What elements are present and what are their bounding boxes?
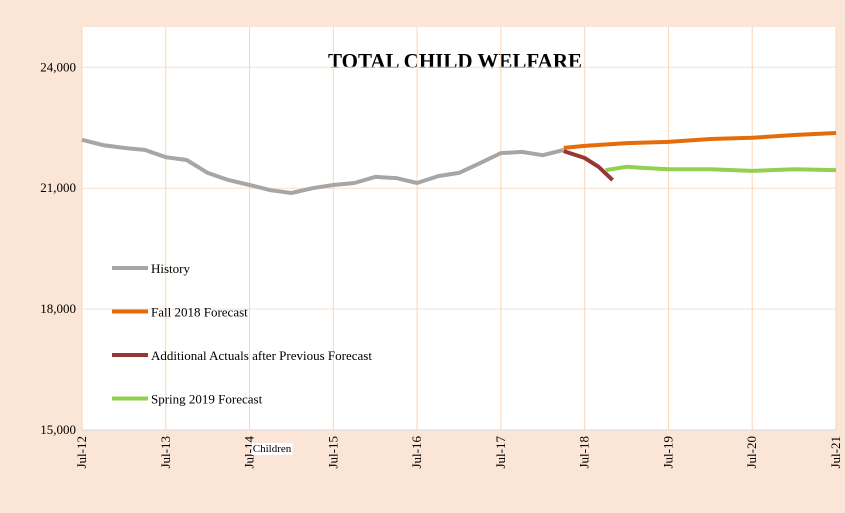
y-axis-title: Children xyxy=(253,443,292,455)
x-tick-label: Jul-21 xyxy=(828,436,843,469)
y-tick-label: 21,000 xyxy=(40,180,76,195)
x-tick-label: Jul-20 xyxy=(744,436,759,469)
chart-title: TOTAL CHILD WELFARE xyxy=(328,49,582,73)
series-line xyxy=(563,131,837,150)
x-tick-label: Jul-19 xyxy=(660,436,675,469)
legend-label: History xyxy=(151,261,191,276)
label-background xyxy=(251,443,293,455)
legend-label: Spring 2019 Forecast xyxy=(151,392,263,407)
x-tick-label: Jul-16 xyxy=(409,436,424,469)
series-line xyxy=(81,137,565,195)
series-line xyxy=(605,164,837,173)
x-tick-label: Jul-17 xyxy=(493,436,508,469)
x-tick-label: Jul-12 xyxy=(74,436,89,469)
y-tick-label: 24,000 xyxy=(40,59,76,74)
legend-label: Additional Actuals after Previous Foreca… xyxy=(151,348,372,363)
x-tick-label: Jul-15 xyxy=(325,436,340,469)
y-tick-label: 18,000 xyxy=(40,301,76,316)
x-tick-label: Jul-13 xyxy=(158,436,173,469)
legend-label: Fall 2018 Forecast xyxy=(151,305,248,320)
x-tick-label: Jul-18 xyxy=(577,436,592,469)
y-tick-label: 15,000 xyxy=(40,422,76,437)
series-line xyxy=(563,149,614,182)
plot-area xyxy=(82,27,836,430)
